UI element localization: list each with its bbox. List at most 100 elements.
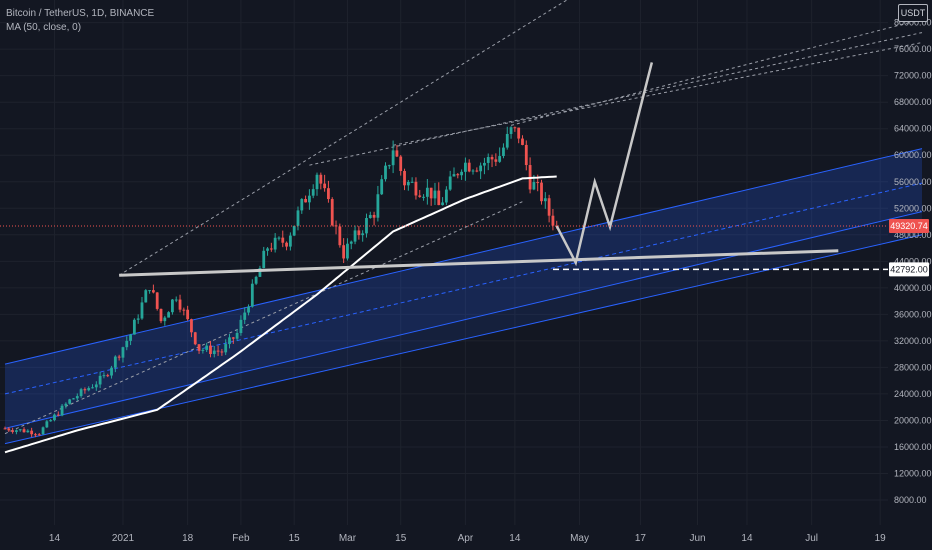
time-axis: 14 2021 18 Feb 15 Mar 15 Apr 14 May 17 Jun 14 Jul 19 bbox=[49, 533, 886, 544]
projection-path bbox=[555, 62, 654, 267]
candle-body bbox=[403, 170, 406, 186]
candle-body bbox=[376, 194, 380, 218]
channel-lower-line bbox=[4, 211, 923, 429]
candle-body bbox=[182, 309, 186, 311]
candle-body bbox=[60, 405, 64, 416]
price-tick-label: 60000.00 bbox=[894, 150, 932, 160]
price-tick-label: 32000.00 bbox=[894, 336, 932, 346]
candle-body bbox=[190, 319, 193, 333]
candle-body bbox=[205, 345, 209, 350]
price-tick-label: 24000.00 bbox=[894, 389, 932, 399]
candle-body bbox=[209, 345, 212, 355]
candle-body bbox=[498, 156, 502, 162]
candle-body bbox=[136, 318, 140, 320]
candle-body bbox=[357, 230, 361, 236]
price-axis: 8000.00 12000.00 16000.00 20000.00 24000.00 2… bbox=[889, 18, 932, 505]
candle-body bbox=[327, 188, 330, 200]
candle-body bbox=[64, 403, 68, 406]
symbol-title[interactable]: Bitcoin / TetherUS, 1D, BINANCE bbox=[6, 8, 155, 19]
candle-body bbox=[106, 375, 110, 377]
candle-body bbox=[91, 387, 94, 389]
candle-body bbox=[254, 276, 258, 284]
candle-body bbox=[87, 388, 91, 391]
candle-body bbox=[163, 317, 167, 322]
candle-body bbox=[456, 174, 460, 176]
candle-body bbox=[98, 375, 102, 385]
price-tick-label: 8000.00 bbox=[894, 495, 927, 505]
time-tick-label: Jul bbox=[805, 533, 818, 544]
candle-body bbox=[410, 181, 414, 183]
candle-body bbox=[167, 312, 171, 318]
candle-body bbox=[56, 414, 60, 416]
candle-body bbox=[353, 230, 357, 242]
candle-body bbox=[3, 428, 7, 430]
candle-body bbox=[551, 215, 555, 226]
candle-body bbox=[22, 429, 26, 433]
current-price-label-bg bbox=[889, 219, 929, 234]
candle-body bbox=[464, 162, 467, 172]
time-tick-label: Mar bbox=[339, 533, 357, 544]
candle-body bbox=[132, 319, 136, 335]
candle-body bbox=[266, 248, 269, 251]
candle-body bbox=[342, 245, 346, 259]
price-tick-label: 44000.00 bbox=[894, 256, 932, 266]
candle-body bbox=[505, 133, 509, 148]
dashed-trendline bbox=[4, 201, 523, 435]
candle-body bbox=[26, 430, 30, 433]
candle-body bbox=[486, 157, 490, 163]
time-tick-label: 14 bbox=[509, 533, 521, 544]
candle-body bbox=[475, 170, 479, 172]
time-tick-label: Apr bbox=[458, 533, 474, 544]
candle-body bbox=[315, 174, 319, 190]
candle-body bbox=[228, 337, 231, 345]
candle-body bbox=[433, 190, 437, 199]
candle-body bbox=[15, 430, 18, 432]
candle-body bbox=[140, 302, 144, 319]
candle-body bbox=[296, 210, 300, 226]
price-tick-label: 28000.00 bbox=[894, 362, 932, 372]
candle-body bbox=[547, 198, 551, 216]
price-tick-label: 20000.00 bbox=[894, 415, 932, 425]
candle-body bbox=[18, 429, 22, 431]
candle-body bbox=[319, 174, 323, 184]
time-tick-label: 14 bbox=[49, 533, 61, 544]
candle-body bbox=[121, 347, 125, 358]
candle-body bbox=[384, 165, 387, 180]
ma-indicator-label[interactable]: MA (50, close, 0) bbox=[6, 22, 82, 33]
candle-body bbox=[49, 420, 53, 422]
time-tick-label: 15 bbox=[289, 533, 301, 544]
candle-body bbox=[471, 170, 475, 172]
candle-body bbox=[75, 396, 79, 399]
candle-body bbox=[45, 421, 49, 428]
candle-body bbox=[277, 237, 281, 239]
price-tick-label: 36000.00 bbox=[894, 309, 932, 319]
candle-body bbox=[524, 144, 528, 166]
candle-body bbox=[159, 308, 163, 322]
price-tick-label: 72000.00 bbox=[894, 71, 932, 81]
channel-upper-line bbox=[4, 148, 923, 365]
candle-body bbox=[361, 233, 365, 236]
candlestick-series bbox=[3, 126, 559, 438]
drawing-layer bbox=[0, 62, 888, 277]
candle-body bbox=[171, 299, 174, 313]
dashed-trendline bbox=[510, 18, 923, 126]
price-tick-label: 56000.00 bbox=[894, 177, 932, 187]
candle-body bbox=[30, 430, 34, 435]
price-tick-label: 80000.00 bbox=[894, 18, 932, 28]
candle-body bbox=[269, 248, 273, 250]
candle-body bbox=[174, 299, 178, 301]
candle-body bbox=[391, 150, 395, 166]
candle-body bbox=[422, 196, 425, 198]
candle-body bbox=[129, 334, 132, 341]
candle-body bbox=[94, 384, 98, 388]
candle-body bbox=[212, 350, 216, 355]
ma50-series bbox=[4, 175, 557, 454]
time-tick-label: 14 bbox=[741, 533, 753, 544]
currency-label[interactable]: USDT bbox=[898, 4, 928, 22]
support-price-label-bg bbox=[889, 262, 929, 277]
time-tick-label: 19 bbox=[875, 533, 887, 544]
candle-body bbox=[235, 332, 239, 339]
candle-body bbox=[425, 187, 429, 197]
time-tick-label: 18 bbox=[182, 533, 194, 544]
